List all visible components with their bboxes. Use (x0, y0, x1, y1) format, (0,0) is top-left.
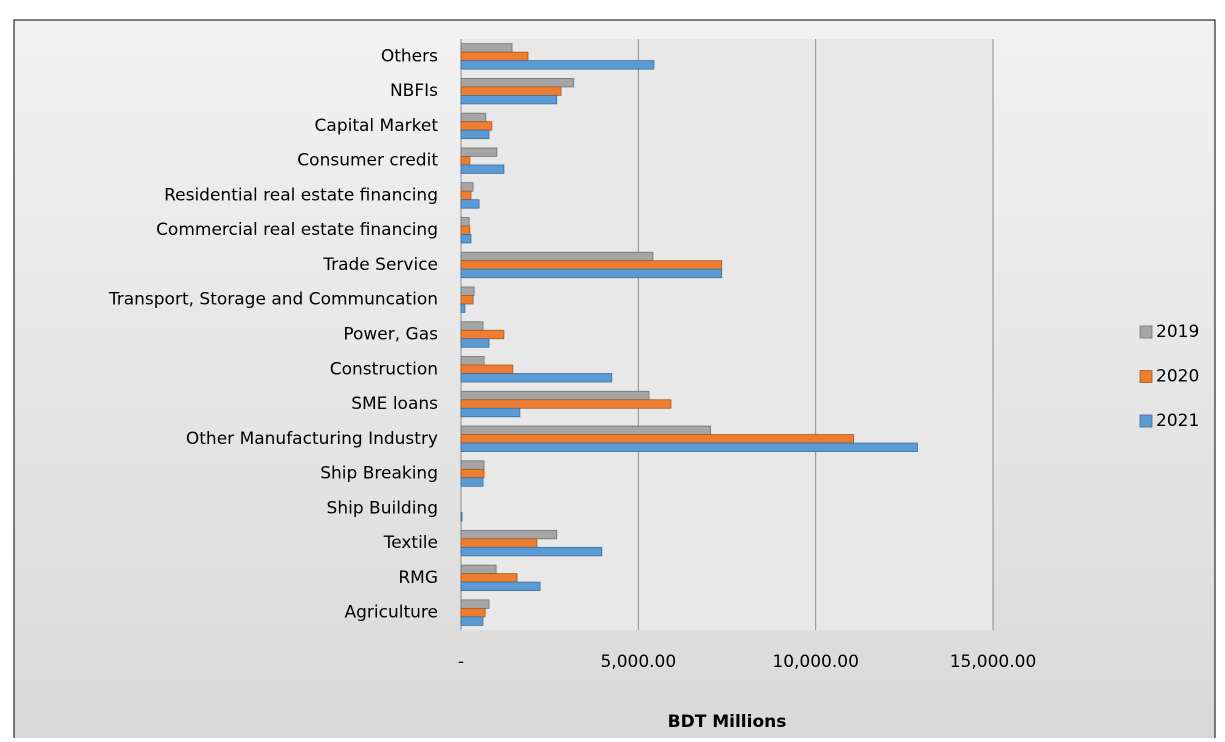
y-tick-label: Commercial real estate financing (156, 220, 438, 240)
bar (460, 321, 484, 331)
legend-label: 2020 (1156, 367, 1199, 387)
x-tick-label: - (458, 652, 464, 672)
bar (460, 616, 484, 626)
bar (460, 512, 463, 522)
bar (460, 546, 603, 557)
bar (460, 86, 562, 96)
bar (460, 599, 490, 609)
y-tick-label: Ship Breaking (320, 464, 438, 484)
bar (460, 434, 855, 444)
bar (460, 468, 485, 479)
bar (460, 260, 723, 270)
y-tick-label: Other Manufacturing Industry (186, 429, 438, 449)
bar (460, 94, 558, 105)
bar (460, 477, 484, 487)
x-tick-label: 10,000.00 (772, 652, 859, 672)
bar (460, 581, 541, 592)
y-tick-label: Ship Building (327, 498, 438, 518)
bar (460, 251, 654, 262)
bar (460, 43, 513, 53)
y-tick-label: Consumer credit (297, 151, 438, 171)
bar (460, 234, 472, 244)
y-tick-label: Capital Market (315, 116, 439, 136)
bar (460, 538, 538, 548)
bar (460, 190, 472, 201)
bar (460, 573, 518, 583)
y-tick-label: Trade Service (322, 255, 438, 275)
y-tick-label: SME loans (351, 394, 438, 414)
bar (460, 460, 485, 470)
bar (460, 356, 485, 366)
bar (460, 338, 490, 348)
bar (460, 147, 498, 157)
bar (460, 225, 471, 235)
y-tick-label: Residential real estate financing (164, 185, 438, 205)
y-tick-label: Transport, Storage and Communcation (108, 290, 438, 310)
bar (460, 129, 490, 140)
bar (460, 364, 514, 374)
x-tick-label: 15,000.00 (950, 652, 1037, 672)
bar (460, 286, 475, 296)
bar (460, 156, 471, 166)
bar (460, 399, 672, 409)
bar (460, 112, 487, 123)
legend-label: 2019 (1156, 322, 1199, 342)
y-tick-label: Construction (330, 359, 438, 379)
bar (460, 390, 650, 401)
legend-swatch (1139, 325, 1153, 339)
legend-label: 2021 (1156, 411, 1199, 431)
y-tick-label: NBFIs (390, 81, 438, 101)
bar (460, 442, 918, 452)
x-tick-label: 5,000.00 (600, 652, 676, 672)
bar (460, 329, 505, 340)
bar (460, 51, 529, 62)
bar (460, 529, 558, 540)
bar (460, 425, 712, 435)
y-tick-label: Agriculture (345, 603, 439, 623)
y-tick-label: Others (381, 46, 438, 66)
y-tick-label: Power, Gas (343, 325, 438, 345)
bar (460, 268, 723, 279)
bar (460, 217, 470, 227)
bar (460, 407, 521, 418)
bar (460, 182, 474, 192)
bar (460, 564, 497, 575)
bar (460, 121, 493, 131)
plot-area (461, 39, 993, 630)
y-tick-label: RMG (398, 568, 438, 588)
bar (460, 607, 486, 618)
x-axis-title: BDT Millions (668, 712, 787, 732)
legend-swatch (1139, 370, 1153, 383)
bar (460, 373, 613, 383)
y-tick-label: Textile (383, 533, 438, 553)
bar (460, 77, 575, 88)
legend-swatch (1139, 414, 1153, 428)
bar (460, 60, 655, 70)
bar (460, 164, 505, 174)
bar (460, 303, 466, 313)
bar (460, 199, 480, 209)
bar (460, 295, 474, 305)
